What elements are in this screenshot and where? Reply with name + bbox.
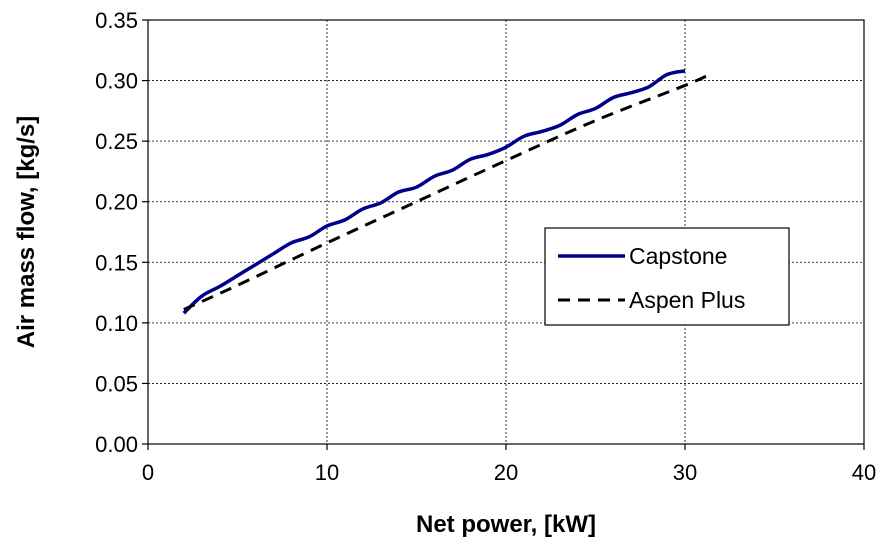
series-line-aspen-plus <box>183 71 713 311</box>
y-tick-label: 0.00 <box>95 432 138 457</box>
y-tick-label: 0.15 <box>95 250 138 275</box>
legend-label-capstone: Capstone <box>629 243 727 269</box>
series-line-capstone <box>182 69 686 315</box>
x-tick-label: 0 <box>142 460 154 485</box>
x-axis-title: Net power, [kW] <box>416 511 596 538</box>
x-tick-label: 10 <box>315 460 339 485</box>
y-axis-title: Air mass flow, [kg/s] <box>13 116 40 349</box>
y-tick-label: 0.35 <box>95 8 138 33</box>
y-tick-label: 0.25 <box>95 129 138 154</box>
x-tick-label: 20 <box>494 460 518 485</box>
y-tick-label: 0.10 <box>95 311 138 336</box>
y-tick-label: 0.30 <box>95 69 138 94</box>
y-tick-label: 0.20 <box>95 190 138 215</box>
x-tick-label: 30 <box>673 460 697 485</box>
y-tick-label: 0.05 <box>95 371 138 396</box>
series-layer <box>182 69 713 315</box>
legend: Capstone Aspen Plus <box>544 227 790 326</box>
legend-box <box>544 227 790 326</box>
x-tick-label: 40 <box>852 460 876 485</box>
axis-ticks: 0 10 20 30 40 0.00 0.05 0.10 0.15 0.20 0.25 0.30 0.3… <box>95 8 876 485</box>
legend-label-aspen-plus: Aspen Plus <box>629 287 745 313</box>
